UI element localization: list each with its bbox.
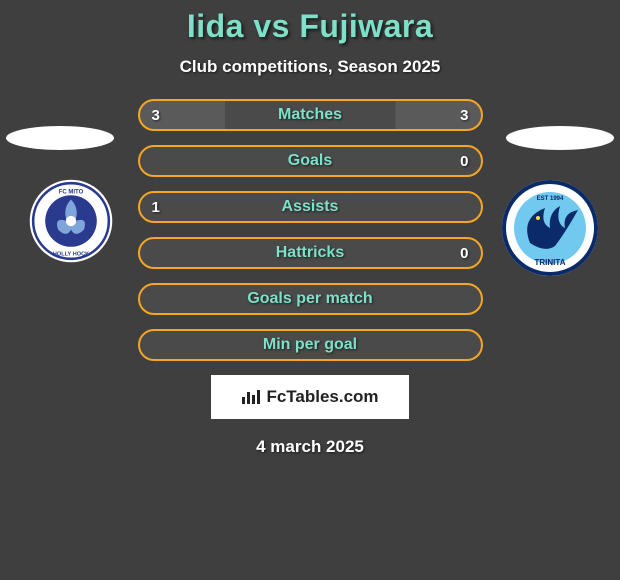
left-team-crest: FC MITO HOLLY HOCK — [22, 178, 120, 264]
comparison-card: Iida vs Fujiwara Club competitions, Seas… — [0, 0, 620, 580]
stat-right-value: 3 — [460, 107, 468, 124]
stat-row-assists: 1 Assists — [138, 191, 483, 223]
subtitle: Club competitions, Season 2025 — [0, 57, 620, 77]
watermark-label: FcTables.com — [241, 387, 378, 407]
stat-row-hattricks: Hattricks 0 — [138, 237, 483, 269]
watermark-text: FcTables.com — [266, 387, 378, 407]
footer-date: 4 march 2025 — [0, 437, 620, 457]
svg-text:TRINITA: TRINITA — [535, 258, 566, 267]
stat-row-matches: 3 Matches 3 — [138, 99, 483, 131]
right-team-crest: EST 1994 TRINITA — [500, 178, 600, 278]
oita-trinita-logo-icon: EST 1994 TRINITA — [500, 178, 600, 278]
mito-hollyhock-logo-icon: FC MITO HOLLY HOCK — [22, 178, 120, 264]
stat-label: Hattricks — [276, 244, 344, 262]
watermark: FcTables.com — [211, 375, 409, 419]
left-player-slot — [6, 126, 114, 150]
stat-label: Matches — [278, 106, 342, 124]
stat-row-goals-per-match: Goals per match — [138, 283, 483, 315]
stat-label: Assists — [282, 198, 339, 216]
svg-text:EST 1994: EST 1994 — [537, 196, 564, 202]
stat-right-value: 0 — [460, 153, 468, 170]
chart-bars-icon — [241, 389, 261, 405]
stat-left-value: 1 — [152, 199, 160, 216]
stat-label: Goals per match — [247, 290, 372, 308]
stat-label: Goals — [288, 152, 332, 170]
stat-row-min-per-goal: Min per goal — [138, 329, 483, 361]
stat-label: Min per goal — [263, 336, 357, 354]
svg-text:HOLLY HOCK: HOLLY HOCK — [53, 251, 89, 257]
right-player-slot — [506, 126, 614, 150]
stat-left-value: 3 — [152, 107, 160, 124]
svg-text:FC MITO: FC MITO — [59, 189, 84, 195]
stat-row-goals: Goals 0 — [138, 145, 483, 177]
page-title: Iida vs Fujiwara — [0, 8, 620, 45]
stat-right-value: 0 — [460, 245, 468, 262]
